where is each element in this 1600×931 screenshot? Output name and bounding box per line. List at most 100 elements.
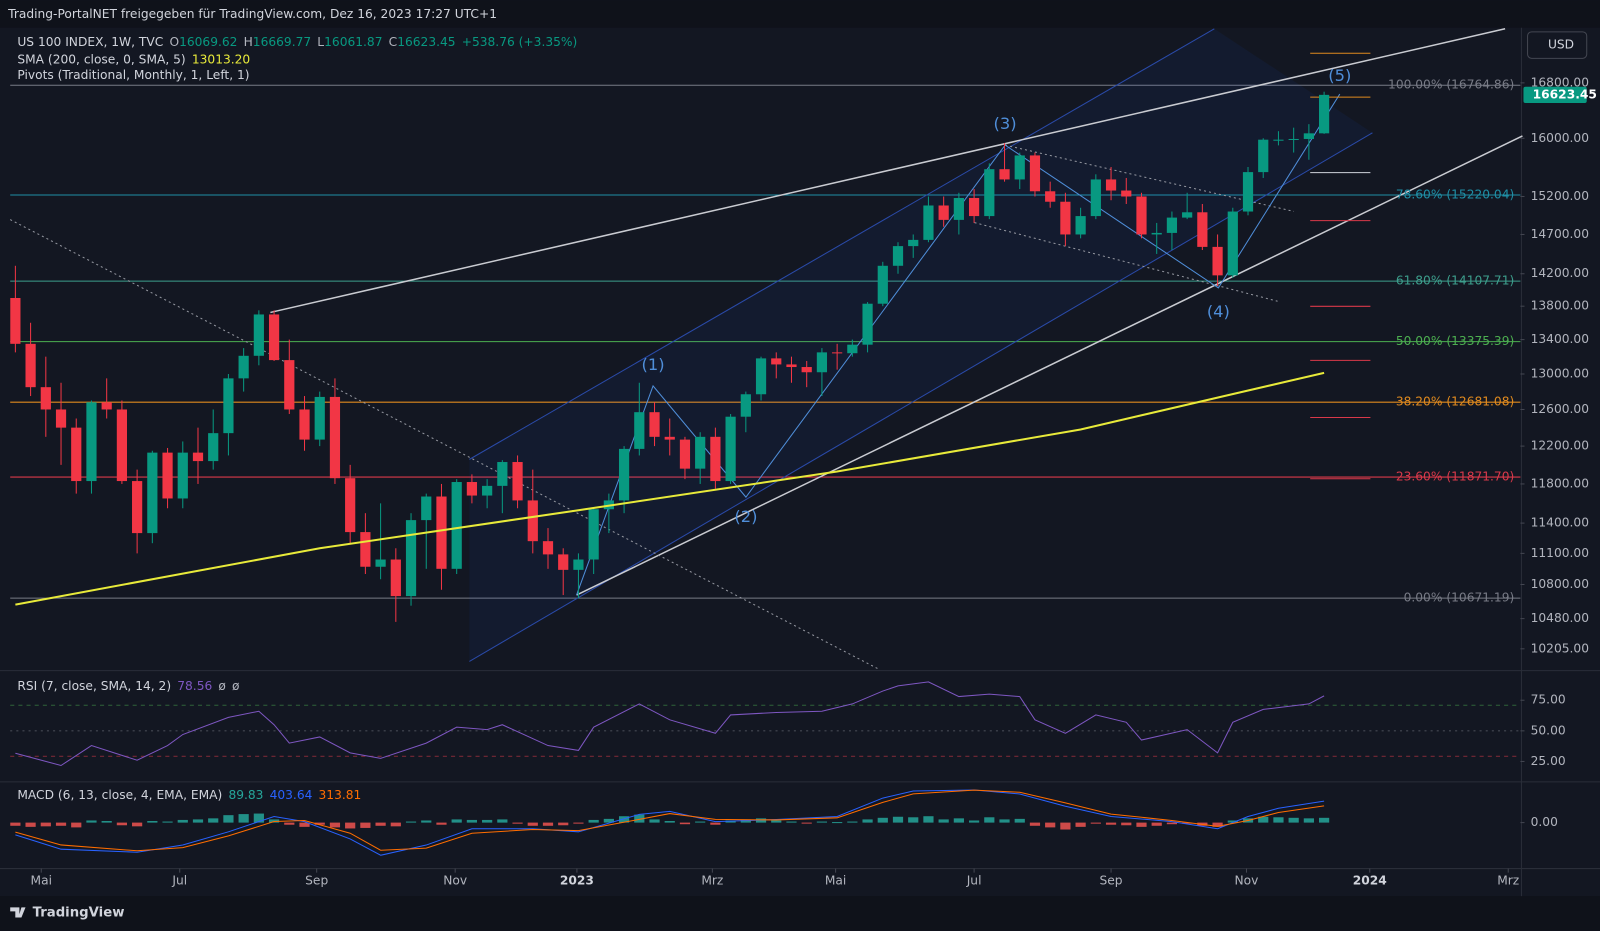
macd-histogram-bar <box>1288 817 1299 823</box>
rsi-extra: ø <box>232 678 240 692</box>
candle-body <box>421 496 432 521</box>
macd-histogram-bar <box>329 822 341 828</box>
trend-line <box>270 28 1506 314</box>
legend-main: US 100 INDEX, 1W, TVC O16069.62 H16669.77 L… <box>17 35 577 49</box>
x-tick-label: 2024 <box>1353 873 1387 887</box>
fib-label: 23.60% (11871.70) <box>1396 470 1514 484</box>
legend-value: 16069.62 <box>179 35 237 49</box>
macd-histogram-bar <box>938 819 949 823</box>
rsi-value: 78.56 <box>177 678 212 692</box>
candle-body <box>786 364 797 368</box>
sma-line <box>15 371 1325 606</box>
candle-body <box>314 396 325 440</box>
macd-histogram-bar <box>208 818 219 823</box>
candle-body <box>634 412 645 449</box>
macd-histogram-bar <box>1121 822 1132 826</box>
candle-body <box>208 433 219 462</box>
macd-histogram-bar <box>1075 822 1086 827</box>
wave-label: (1) <box>642 355 665 374</box>
currency-button[interactable] <box>1527 31 1588 59</box>
candle-body <box>1303 133 1314 139</box>
macd-histogram-bar <box>253 813 264 823</box>
macd-histogram-bar <box>527 822 538 826</box>
candle-body <box>710 436 721 482</box>
macd-histogram-bar <box>466 819 478 823</box>
macd-histogram-bar <box>1090 822 1101 824</box>
macd-histogram-bar <box>390 822 401 827</box>
y-tick-label: 12200.00 <box>1531 439 1589 453</box>
macd-histogram-bar <box>542 822 554 826</box>
legend-pivots: Pivots (Traditional, Monthly, 1, Left, 1… <box>17 68 249 82</box>
candle-body <box>1014 155 1025 180</box>
y-tick-label: 14700.00 <box>1531 227 1589 241</box>
candle-body <box>466 482 478 496</box>
header-text: Trading-PortalNET freigegeben für Tradin… <box>7 7 497 21</box>
candle-body <box>908 239 919 247</box>
candle-body <box>329 396 341 479</box>
candle-body <box>360 532 371 567</box>
macd-legend: MACD (6, 13, close, 4, EMA, EMA) 89.83 403… <box>17 788 361 802</box>
y-tick-label: 15200.00 <box>1531 189 1589 203</box>
candle-body <box>132 481 143 534</box>
candle-body <box>1166 217 1178 233</box>
candle-body <box>101 402 112 410</box>
macd-histogram-bar <box>801 822 812 824</box>
macd-histogram-bar <box>1303 818 1314 823</box>
footer-bar <box>0 896 1600 931</box>
macd-histogram-bar <box>162 821 173 823</box>
legend-value: 16669.77 <box>253 35 311 49</box>
rsi-tick-label: 25.00 <box>1531 754 1566 768</box>
macd-hist-value: 89.83 <box>228 788 263 802</box>
candle-body <box>390 559 401 597</box>
macd-histogram-bar <box>1151 822 1162 826</box>
macd-histogram-bar <box>892 816 904 823</box>
candle-body <box>1318 94 1330 134</box>
candle-body <box>268 314 280 361</box>
candle-body <box>1060 201 1071 235</box>
y-tick-label: 14200.00 <box>1531 266 1589 280</box>
macd-histogram-bar <box>984 817 995 823</box>
macd-histogram-bar <box>512 822 523 824</box>
macd-histogram-bar <box>101 821 112 823</box>
x-tick-label: Jul <box>966 873 982 887</box>
fib-label: 38.20% (12681.08) <box>1396 395 1514 409</box>
legend-prefix: H <box>244 35 253 49</box>
candle-body <box>695 436 706 469</box>
candle-body <box>573 559 584 570</box>
footer-logo: TradingView <box>33 905 125 920</box>
candle-body <box>755 358 767 395</box>
rsi-tick-label: 50.00 <box>1531 723 1566 737</box>
macd-histogram-bar <box>603 818 614 823</box>
macd-histogram-bar <box>862 819 873 823</box>
macd-histogram-bar <box>877 817 888 823</box>
macd-histogram-bar <box>1045 822 1056 828</box>
wave-label: (5) <box>1328 66 1351 85</box>
macd-histogram-bar <box>1014 818 1025 823</box>
legend-prefix: O <box>169 35 179 49</box>
candle-body <box>740 394 751 417</box>
fib-label: 78.60% (15220.04) <box>1396 187 1514 201</box>
macd-histogram-bar <box>649 819 660 823</box>
candle-body <box>482 485 493 496</box>
macd-histogram-bar <box>177 819 188 823</box>
macd-histogram-bar <box>25 822 36 827</box>
y-tick-label: 10480.00 <box>1531 611 1589 625</box>
header-bar <box>0 0 1600 28</box>
candle-body <box>436 496 447 569</box>
macd-histogram-bar <box>1105 822 1117 825</box>
macd-line-value: 403.64 <box>270 788 313 802</box>
y-tick-label: 16800.00 <box>1531 75 1589 89</box>
x-tick-label: Mrz <box>1497 873 1519 887</box>
y-tick-label: 12600.00 <box>1531 402 1589 416</box>
wave-label: (2) <box>734 507 757 526</box>
macd-histogram-bar <box>284 822 295 825</box>
candle-body <box>71 427 82 482</box>
macd-histogram-bar <box>953 818 964 823</box>
candle-body <box>542 541 554 555</box>
candle-body <box>1121 190 1132 197</box>
macd-histogram-bar <box>664 821 675 823</box>
y-tick-label: 11400.00 <box>1531 516 1589 530</box>
y-tick-label: 10800.00 <box>1531 577 1589 591</box>
legend-value: 16623.45 <box>397 35 455 49</box>
